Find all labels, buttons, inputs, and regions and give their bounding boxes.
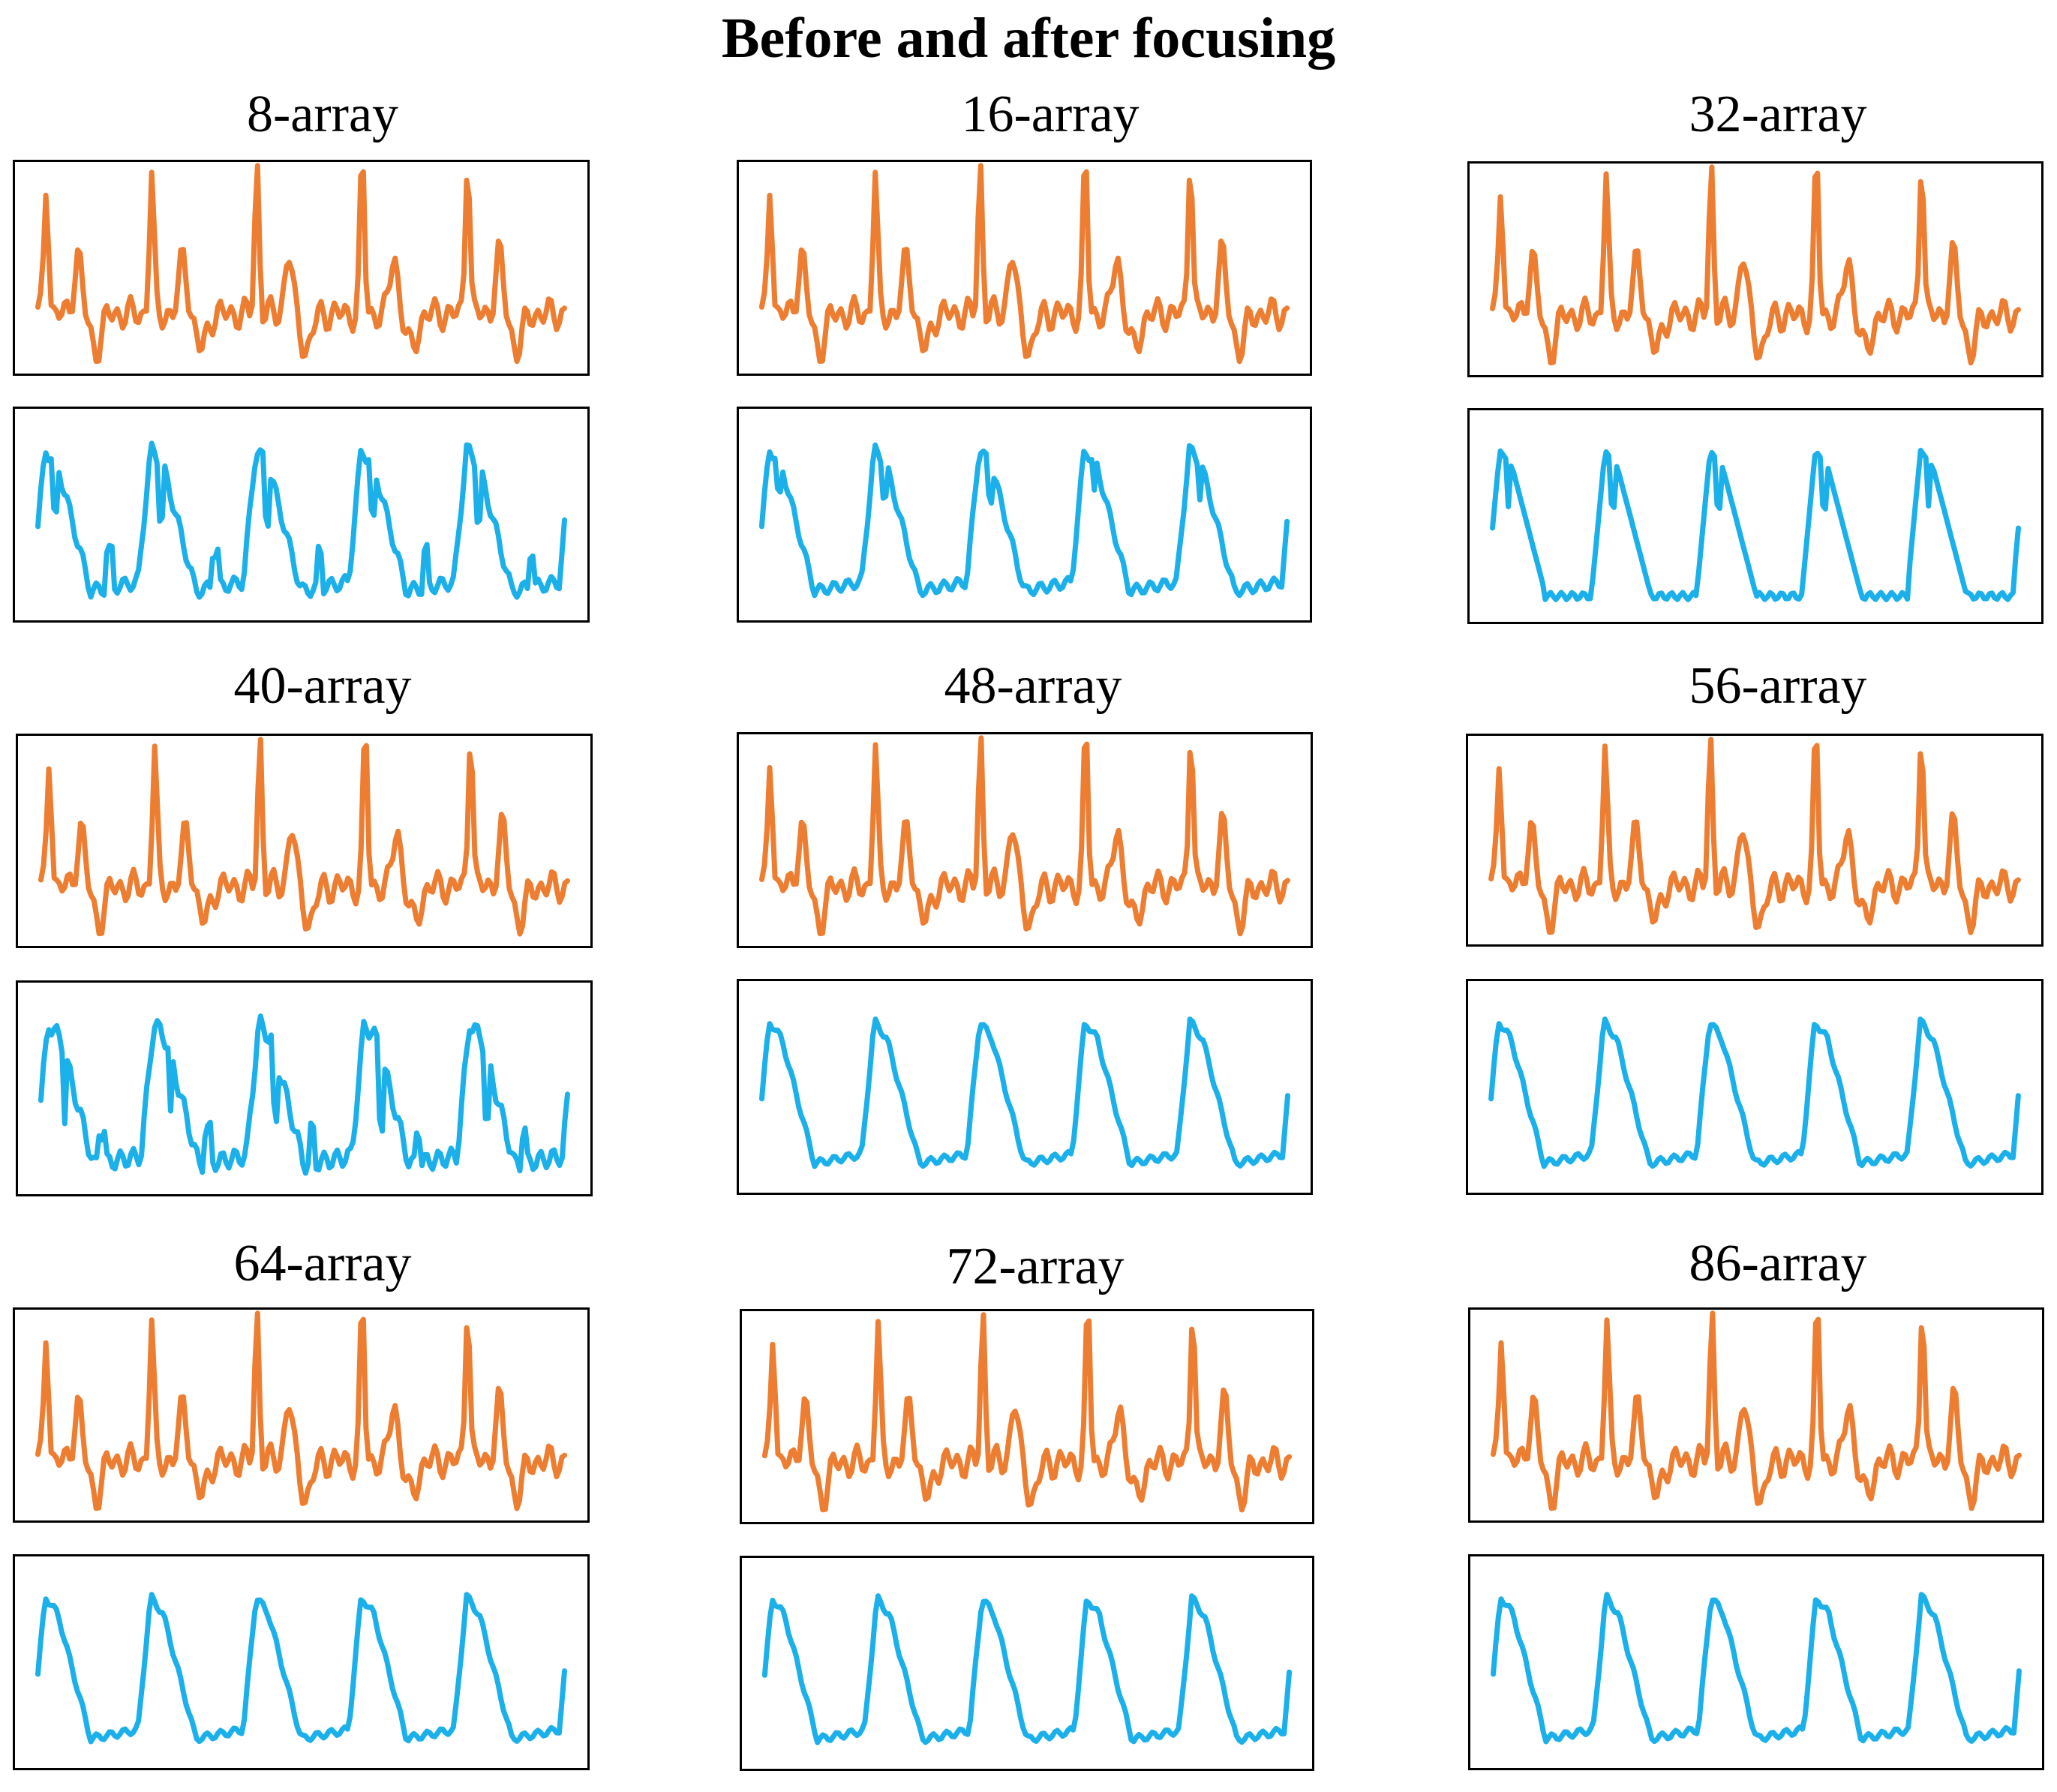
panel-title: 16-array <box>961 86 1140 143</box>
plot-before-16-array <box>737 160 1312 376</box>
plot-before-86-array <box>1468 1307 2044 1523</box>
series-line-before <box>1488 737 2021 935</box>
panel-8-array: 8-array <box>8 89 638 141</box>
series-line-before <box>758 163 1290 365</box>
series-line-before <box>759 735 1290 937</box>
plot-after-32-array <box>1467 408 2043 624</box>
figure-title: Before and after focusing <box>721 7 1336 70</box>
plot-canvas <box>1491 1592 2022 1745</box>
panel-title: 64-array <box>233 1235 412 1292</box>
series-line-before <box>1490 164 2021 366</box>
plot-canvas <box>1490 164 2021 366</box>
series-line-before <box>35 1310 567 1511</box>
plot-canvas <box>35 440 567 600</box>
plot-canvas <box>1491 1310 2022 1511</box>
series-line-after <box>761 1593 1293 1745</box>
plot-canvas <box>1488 1016 2021 1169</box>
plot-canvas <box>35 163 567 365</box>
series-line-after <box>1490 447 2021 602</box>
plot-before-32-array <box>1467 161 2043 377</box>
panel-72-array: 72-array <box>720 1241 1350 1293</box>
panel-title: 32-array <box>1689 86 1867 143</box>
plot-after-16-array <box>737 407 1312 623</box>
plot-after-56-array <box>1466 979 2043 1195</box>
series-line-before <box>35 163 567 365</box>
plot-after-64-array <box>13 1554 590 1770</box>
panel-32-array: 32-array <box>1463 89 2057 141</box>
plot-canvas <box>35 1310 567 1511</box>
series-line-after <box>38 1013 570 1176</box>
panel-title: 72-array <box>946 1238 1125 1295</box>
plot-canvas <box>38 737 570 937</box>
plot-after-72-array <box>740 1556 1314 1771</box>
plot-canvas <box>1490 447 2021 602</box>
plot-canvas <box>759 735 1290 937</box>
plot-canvas <box>759 1016 1290 1169</box>
plot-before-72-array <box>740 1309 1314 1524</box>
plot-before-48-array <box>737 732 1313 948</box>
plot-canvas <box>758 442 1290 599</box>
plot-before-64-array <box>13 1307 590 1523</box>
plot-before-56-array <box>1466 734 2043 947</box>
series-line-after <box>35 1592 567 1745</box>
series-line-after <box>759 1016 1290 1169</box>
plot-canvas <box>35 1592 567 1745</box>
panel-title: 56-array <box>1689 657 1867 715</box>
plot-canvas <box>758 163 1290 365</box>
plot-canvas <box>761 1593 1293 1745</box>
series-line-after <box>1491 1592 2022 1745</box>
plot-after-8-array <box>13 407 590 623</box>
series-line-after <box>758 442 1290 599</box>
series-line-before <box>761 1312 1293 1513</box>
plot-after-48-array <box>737 979 1313 1195</box>
panel-title: 8-array <box>246 86 399 143</box>
series-line-before <box>1491 1310 2022 1511</box>
series-line-after <box>1488 1016 2021 1169</box>
panel-86-array: 86-array <box>1463 1238 2057 1290</box>
panel-title: 86-array <box>1689 1235 1867 1292</box>
panel-40-array: 40-array <box>8 660 638 713</box>
plot-after-40-array <box>16 980 593 1196</box>
plot-before-8-array <box>13 160 590 376</box>
panel-title: 48-array <box>944 657 1122 715</box>
panel-title: 40-array <box>233 657 412 715</box>
panel-16-array: 16-array <box>735 89 1365 141</box>
panel-56-array: 56-array <box>1463 660 2057 713</box>
series-line-before <box>38 737 570 937</box>
plot-canvas <box>1488 737 2021 935</box>
panel-64-array: 64-array <box>8 1238 638 1290</box>
plot-before-40-array <box>16 734 593 948</box>
plot-canvas <box>761 1312 1293 1513</box>
panel-48-array: 48-array <box>718 660 1348 713</box>
plot-after-86-array <box>1468 1554 2044 1770</box>
plot-canvas <box>38 1013 570 1176</box>
series-line-after <box>35 440 567 600</box>
